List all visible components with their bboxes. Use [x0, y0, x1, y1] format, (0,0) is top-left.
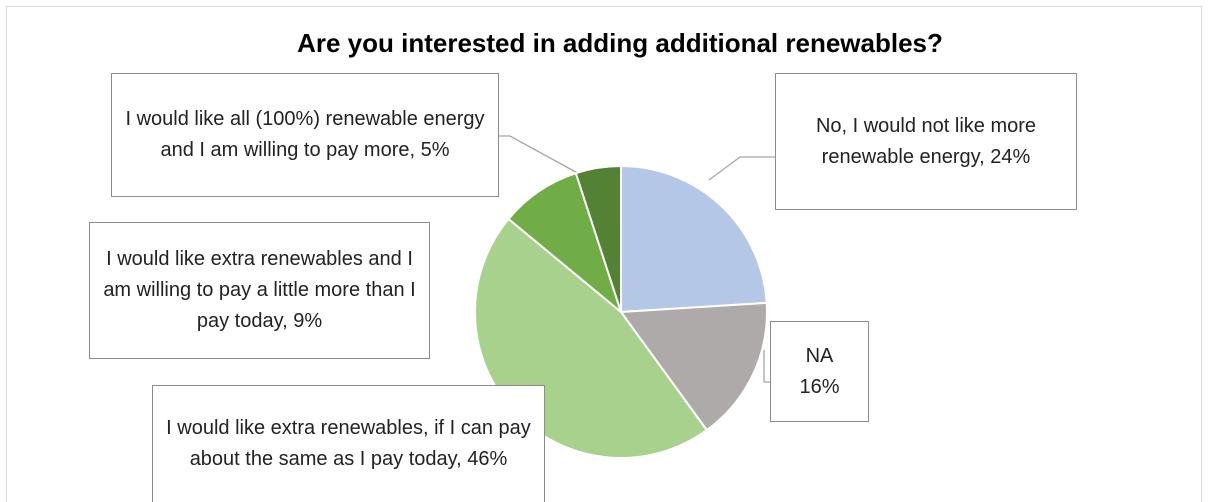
- leader-all-renewable: [499, 135, 584, 177]
- leader-na: [763, 350, 770, 383]
- slice-pay-little-more: [507, 171, 624, 315]
- chart-title: Are you interested in adding additional …: [297, 28, 943, 58]
- slice-na: [619, 301, 768, 432]
- leader-no-more: [708, 156, 775, 181]
- slice-label-na: NA 16%: [770, 321, 869, 422]
- slice-all-renewable: [574, 164, 622, 313]
- slice-label-same-price: I would like extra renewables, if I can …: [152, 385, 545, 502]
- slice-label-no-more: No, I would not like more renewable ener…: [775, 73, 1077, 210]
- slice-label-pay-little-more: I would like extra renewables and I am w…: [89, 222, 430, 359]
- chart-frame: [6, 6, 1202, 502]
- slice-label-all-renewable: I would like all (100%) renewable energy…: [111, 73, 499, 197]
- slice-no-more: [620, 164, 768, 314]
